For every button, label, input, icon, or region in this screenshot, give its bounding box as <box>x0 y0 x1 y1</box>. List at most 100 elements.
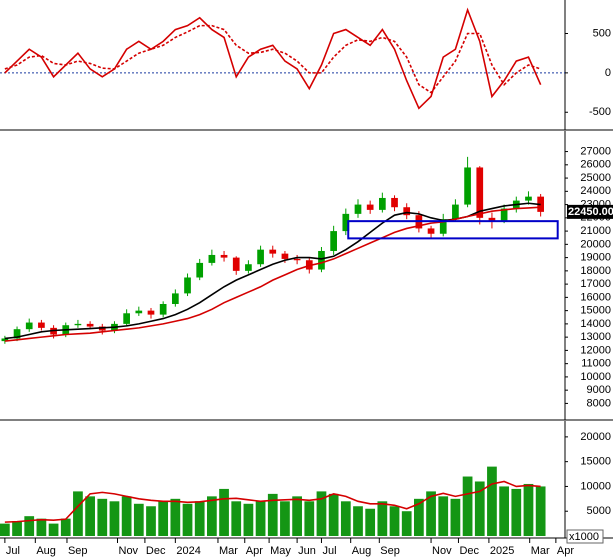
x-tick-label: Jul <box>6 545 20 557</box>
volume-bar <box>280 501 290 536</box>
volume-bar <box>292 496 302 536</box>
y-tick-label: -500 <box>589 106 611 118</box>
volume-bar <box>487 466 497 536</box>
y-tick-label: 26000 <box>580 159 611 171</box>
x-tick-label: Sep <box>380 545 400 557</box>
volume-bar <box>499 486 509 536</box>
volume-bar <box>255 501 266 536</box>
x-tick-label: Aug <box>36 545 56 557</box>
candle-body <box>257 249 264 265</box>
x-tick-label: Jun <box>298 545 316 557</box>
volume-bar <box>73 491 83 536</box>
y-tick-label: 500 <box>593 27 611 39</box>
volume-bar <box>353 506 363 536</box>
x-tick-label: 2025 <box>490 545 514 557</box>
volume-bar <box>48 523 59 536</box>
candle-body <box>269 249 277 254</box>
candle-body <box>171 293 179 304</box>
volume-bar <box>146 506 156 536</box>
line-series <box>4 206 541 342</box>
y-tick-label: 19000 <box>580 252 611 264</box>
volume-bar <box>182 503 193 536</box>
volume-bar <box>158 501 169 536</box>
volume-bar <box>438 496 449 536</box>
x-tick-label: Nov <box>432 545 452 557</box>
candle-body <box>159 304 167 315</box>
y-tick-label: 5000 <box>587 505 611 517</box>
candle-body <box>525 196 532 201</box>
line-series <box>4 7 542 110</box>
y-tick-label: 16000 <box>580 291 611 303</box>
volume-bar <box>24 516 35 536</box>
candle-body <box>74 323 82 326</box>
candle-body <box>403 207 411 216</box>
y-tick-label: 10000 <box>580 371 611 383</box>
candle-body <box>379 197 386 210</box>
volume-bar <box>389 506 400 536</box>
volume-bar <box>462 476 473 536</box>
x-tick-label: Apr <box>557 545 574 557</box>
candle-body <box>147 310 155 315</box>
candle-body <box>208 254 216 263</box>
y-tick-label: 24000 <box>580 185 611 197</box>
y-tick-label: 21000 <box>580 225 611 237</box>
y-tick-label: 27000 <box>580 145 611 157</box>
volume-bar <box>316 491 327 536</box>
candle-body <box>1 338 9 342</box>
y-tick-label: 15000 <box>580 456 611 468</box>
candle-body <box>464 167 471 205</box>
last-price-box <box>567 204 613 219</box>
candle-body <box>123 313 130 324</box>
x-tick-label: Dec <box>146 545 166 557</box>
volume-bar <box>474 481 485 536</box>
y-tick-label: 11000 <box>581 358 611 370</box>
volume-bar <box>231 501 242 536</box>
volume-bar <box>426 491 436 536</box>
volume-bar <box>377 501 388 536</box>
volume-bar <box>219 488 229 536</box>
candle-body <box>318 250 325 270</box>
volume-bar <box>85 496 95 536</box>
candle-body <box>500 208 508 221</box>
line-series <box>4 480 541 523</box>
candle-body <box>391 197 398 208</box>
candle-body <box>86 323 94 327</box>
candle-body <box>196 262 204 278</box>
candle-body <box>232 257 240 271</box>
volume-bar <box>328 493 339 536</box>
unit-box <box>566 529 604 544</box>
volume-bar <box>304 501 315 536</box>
volume-bar <box>365 508 376 536</box>
y-tick-label: 13000 <box>580 331 611 343</box>
candle-body <box>184 277 191 294</box>
candle-body <box>135 310 143 314</box>
volume-bar <box>340 501 351 536</box>
y-tick-label: 15000 <box>580 305 611 317</box>
volume-bar <box>450 498 461 536</box>
volume-bar <box>36 518 47 536</box>
candle-body <box>476 167 484 218</box>
candle-body <box>439 219 447 234</box>
x-tick-label: Dec <box>459 545 479 557</box>
candle-body <box>488 217 496 221</box>
y-tick-label: 9000 <box>587 384 611 396</box>
y-tick-label: 14000 <box>580 318 611 330</box>
candle-body <box>354 204 362 214</box>
y-tick-label: 17000 <box>580 278 611 290</box>
volume-bar <box>121 496 132 536</box>
candle-body <box>366 204 374 210</box>
candle-body <box>452 204 459 220</box>
candle-body <box>25 322 33 330</box>
volume-bar <box>414 498 424 536</box>
volume-bar <box>109 501 120 536</box>
volume-bar <box>511 488 522 536</box>
candle-body <box>342 213 350 232</box>
candle-body <box>427 228 435 234</box>
volume-bar <box>97 498 108 536</box>
volume-bar <box>194 501 205 536</box>
y-tick-label: 20000 <box>580 431 611 443</box>
volume-bar <box>207 496 217 536</box>
y-tick-label: 25000 <box>580 172 611 184</box>
candle-body <box>220 254 228 258</box>
